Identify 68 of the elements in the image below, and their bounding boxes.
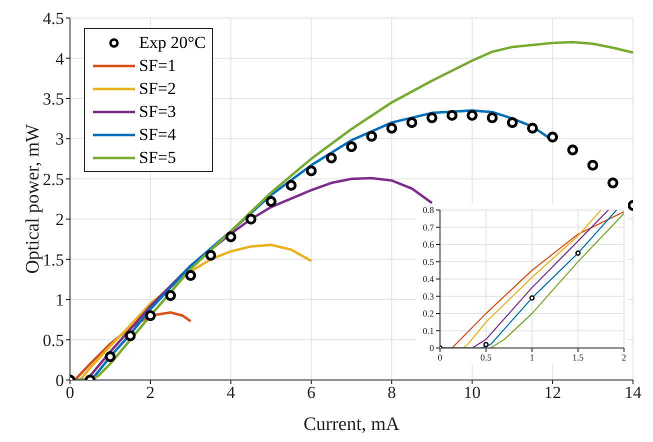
point	[366, 130, 378, 142]
point	[386, 122, 398, 134]
y-tick-label: 2	[56, 210, 64, 230]
y-tick-label: 2.5	[42, 170, 64, 189]
point	[446, 110, 458, 121]
point	[529, 295, 535, 301]
y-tick-label: 4.5	[42, 9, 64, 28]
point	[185, 270, 196, 281]
x-tick-label: 6	[307, 383, 316, 402]
y-tick-label: 0.1	[422, 326, 434, 336]
y-tick-label: 3.5	[42, 89, 64, 108]
point	[527, 122, 538, 134]
legend-label: SF=2	[139, 78, 176, 98]
point	[205, 250, 216, 261]
point	[406, 117, 418, 128]
x-tick-label: 12	[544, 383, 562, 402]
point	[547, 132, 558, 142]
point	[326, 152, 337, 164]
point	[506, 117, 518, 128]
x-tick-label: 10	[464, 383, 481, 402]
point	[145, 310, 156, 322]
x-tick-label: 8	[387, 383, 396, 402]
y-tick-label: 0	[430, 343, 434, 354]
y-axis-title: Optical power, mW	[22, 124, 44, 274]
y-tick-label: 0.4	[422, 274, 434, 284]
x-tick-label: 2	[622, 352, 626, 362]
x-axis-title: Current, mA	[303, 414, 400, 435]
x-tick-label: 2	[146, 383, 155, 402]
x-tick-label: 14	[624, 383, 642, 402]
y-tick-label: 1	[56, 290, 64, 310]
y-tick-label: 0.6	[422, 240, 434, 250]
legend-label: SF=1	[139, 56, 176, 76]
x-tick-label: 0	[438, 352, 443, 362]
x-tick-label: 0.5	[480, 352, 492, 362]
point	[266, 196, 276, 207]
legend-label: SF=3	[139, 102, 176, 122]
x-tick-label: 4	[226, 383, 236, 402]
y-tick-label: 4	[56, 49, 64, 68]
point	[124, 330, 136, 342]
point	[246, 214, 256, 225]
point	[607, 178, 618, 188]
legend-label: Exp 20°C	[139, 32, 206, 52]
point	[575, 250, 581, 256]
y-tick-label: 0.2	[422, 308, 434, 319]
y-tick-label: 0.8	[422, 205, 434, 216]
y-tick-label: 0.5	[422, 256, 434, 267]
point	[567, 144, 578, 156]
point	[286, 180, 297, 191]
legend-label: SF=5	[139, 148, 176, 168]
y-tick-label: 3	[56, 130, 64, 149]
point	[104, 351, 116, 362]
point	[426, 112, 438, 124]
x-tick-label: 1	[530, 352, 534, 362]
y-tick-label: 1.5	[42, 250, 64, 270]
y-tick-label: 0	[56, 371, 64, 390]
point	[466, 110, 478, 121]
y-tick-label: 0.3	[422, 291, 434, 302]
y-tick-label: 0.7	[422, 222, 434, 232]
point	[486, 112, 498, 124]
x-tick-label: 1.5	[572, 352, 584, 362]
legend-label: SF=4	[139, 124, 176, 144]
y-tick-label: 0.5	[42, 330, 64, 350]
point	[587, 160, 598, 171]
point	[346, 141, 357, 152]
point	[483, 342, 489, 348]
point	[306, 165, 317, 176]
point	[165, 290, 176, 301]
point	[225, 231, 236, 242]
